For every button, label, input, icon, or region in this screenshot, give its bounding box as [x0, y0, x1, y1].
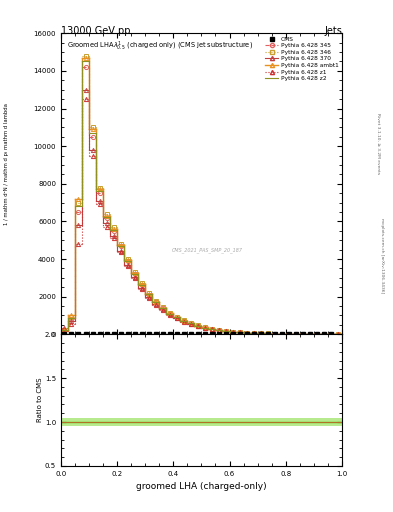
Text: Rivet 3.1.10, ≥ 3.2M events: Rivet 3.1.10, ≥ 3.2M events [376, 113, 380, 174]
Text: Jets: Jets [324, 26, 342, 36]
Text: 1 / mathm d²N / mathm d pₜ mathm d lambda: 1 / mathm d²N / mathm d pₜ mathm d lambd… [4, 103, 9, 225]
Text: CMS_2021_PAS_SMP_20_187: CMS_2021_PAS_SMP_20_187 [171, 247, 242, 253]
Bar [61, 418, 342, 426]
Y-axis label: Ratio to CMS: Ratio to CMS [37, 378, 43, 422]
X-axis label: groomed LHA (charged-only): groomed LHA (charged-only) [136, 482, 267, 492]
Text: 13000 GeV pp: 13000 GeV pp [61, 26, 130, 36]
Legend: CMS, Pythia 6.428 345, Pythia 6.428 346, Pythia 6.428 370, Pythia 6.428 ambt1, P: CMS, Pythia 6.428 345, Pythia 6.428 346,… [265, 36, 339, 82]
Text: mcplots.cern.ch [arXiv:1306.3436]: mcplots.cern.ch [arXiv:1306.3436] [380, 219, 384, 293]
Text: Groomed LHA$\lambda^1_{0.5}$ (charged only) (CMS jet substructure): Groomed LHA$\lambda^1_{0.5}$ (charged on… [66, 39, 253, 53]
